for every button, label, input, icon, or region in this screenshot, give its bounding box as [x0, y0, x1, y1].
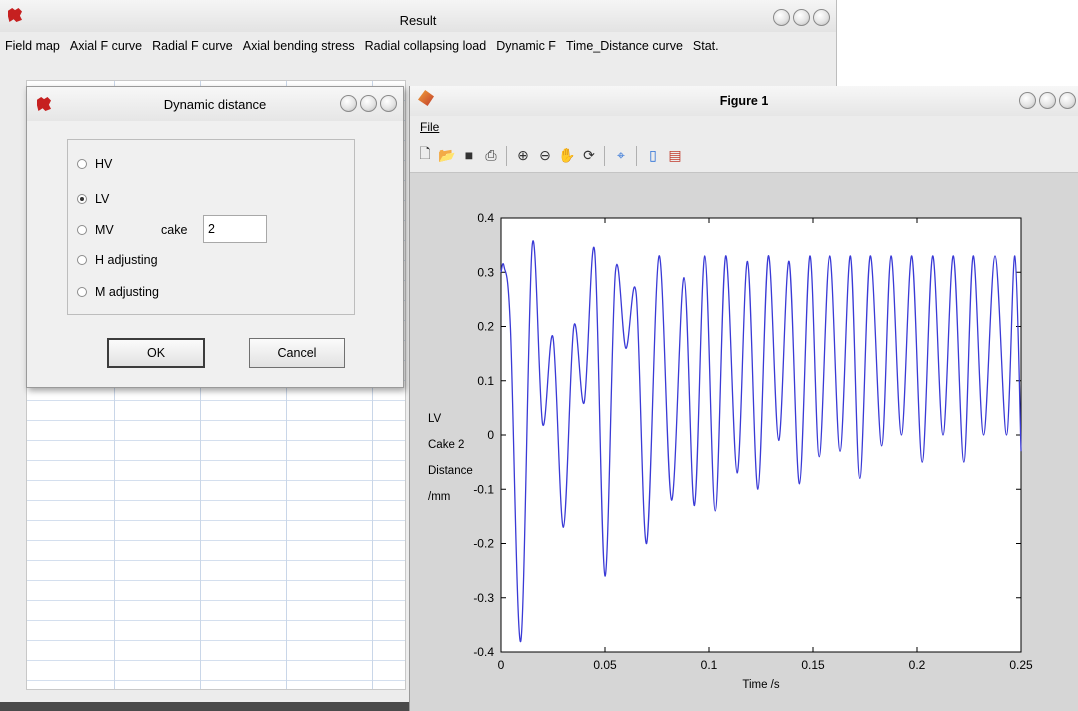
menu-field-map[interactable]: Field map: [5, 39, 60, 53]
open-folder-icon[interactable]: 📂: [438, 146, 456, 163]
radio-m-adjusting[interactable]: M adjusting: [77, 285, 159, 299]
dialog-app-icon: [37, 97, 51, 111]
zoom-out-icon[interactable]: ⊖: [539, 146, 551, 163]
x-tick-label: 0.15: [801, 658, 825, 672]
cake-input[interactable]: [203, 215, 267, 243]
x-tick-label: 0.2: [909, 658, 926, 672]
dialog-title: Dynamic distance: [163, 97, 267, 112]
y-tick-label: 0.4: [477, 211, 494, 225]
cake-label: cake: [161, 223, 188, 237]
legend-icon[interactable]: ▤: [668, 146, 682, 163]
y-axis-label-line: Cake 2: [428, 439, 464, 451]
data-cursor-icon[interactable]: ⌖: [617, 146, 625, 163]
y-tick-label: -0.1: [473, 482, 494, 496]
radio-button-icon[interactable]: [77, 159, 87, 169]
new-file-icon[interactable]: 🗋: [419, 145, 431, 161]
radio-hv-label: HV: [95, 157, 113, 171]
toolbar-separator: [506, 146, 507, 166]
voltage-option-group: [67, 139, 355, 315]
menu-time-distance-curve[interactable]: Time_Distance curve: [565, 39, 683, 53]
x-tick-label: 0.25: [1009, 658, 1033, 672]
minimize-icon[interactable]: [1019, 92, 1036, 109]
figure-titlebar[interactable]: Figure 1: [410, 86, 1078, 116]
plot-axes: 0 0.05 0.1 0.15 0.2 0.25 0.4 0.3 0.2 0.1 0 -0.1 -0.2…: [428, 211, 1033, 691]
y-tick-label: -0.4: [473, 645, 494, 659]
figure-toolbar: 🗋 📂 ■ ⎙ ⊕ ⊖ ✋ ⟳ ⌖ ▯ ▤: [410, 138, 1078, 173]
colorbar-icon[interactable]: ▯: [649, 146, 657, 163]
radio-lv[interactable]: LV: [77, 192, 109, 206]
menu-stat[interactable]: Stat.: [692, 39, 719, 53]
cancel-button[interactable]: Cancel: [249, 338, 345, 368]
y-axis-label-line: LV: [428, 413, 442, 425]
horizontal-scrollbar[interactable]: [0, 702, 412, 711]
figure-menubar: File: [410, 116, 1078, 138]
print-icon[interactable]: ⎙: [485, 146, 497, 163]
y-tick-label: 0.2: [477, 320, 494, 334]
dialog-window-controls: [340, 95, 397, 112]
dynamic-distance-dialog: Dynamic distance HV LV MV H adjusting M …: [26, 86, 404, 388]
radio-hv[interactable]: HV: [77, 157, 112, 171]
radio-mv[interactable]: MV: [77, 223, 114, 237]
y-axis-label-line: /mm: [428, 491, 450, 503]
y-tick-label: 0.3: [477, 265, 494, 279]
minimize-icon[interactable]: [773, 9, 790, 26]
close-icon[interactable]: [380, 95, 397, 112]
result-title: Result: [399, 13, 437, 28]
x-axis-label: Time /s: [742, 679, 780, 691]
menu-axial-f-curve[interactable]: Axial F curve: [69, 39, 143, 53]
ok-button[interactable]: OK: [107, 338, 205, 368]
figure-title: Figure 1: [719, 94, 769, 108]
y-tick-label: -0.3: [473, 591, 494, 605]
pan-hand-icon[interactable]: ✋: [558, 146, 576, 163]
save-icon[interactable]: ■: [464, 147, 474, 163]
radio-button-icon[interactable]: [77, 225, 87, 235]
maximize-icon[interactable]: [793, 9, 810, 26]
app-icon: [8, 8, 22, 22]
menu-radial-collapsing-load[interactable]: Radial collapsing load: [364, 39, 487, 53]
y-tick-label: 0.1: [477, 374, 494, 388]
radio-m-adjusting-label: M adjusting: [95, 285, 159, 299]
radio-button-icon[interactable]: [77, 287, 87, 297]
radio-button-icon[interactable]: [77, 194, 87, 204]
series-line-distance: [500, 240, 1022, 642]
toolbar-separator: [604, 146, 605, 166]
rotate-3d-icon[interactable]: ⟳: [583, 146, 595, 163]
figure-window-controls: [1019, 92, 1076, 109]
dialog-titlebar[interactable]: Dynamic distance: [27, 87, 403, 121]
x-tick-label: 0.05: [593, 658, 617, 672]
radio-h-adjusting-label: H adjusting: [95, 253, 158, 267]
menu-file[interactable]: File: [420, 120, 439, 134]
close-icon[interactable]: [1059, 92, 1076, 109]
zoom-in-icon[interactable]: ⊕: [517, 146, 529, 163]
radio-mv-label: MV: [95, 223, 114, 237]
x-tick-label: 0: [498, 658, 505, 672]
menu-file-label: File: [420, 120, 440, 134]
radio-button-icon[interactable]: [77, 255, 87, 265]
menu-axial-bending-stress[interactable]: Axial bending stress: [242, 39, 355, 53]
result-window-controls: [773, 9, 830, 26]
radio-lv-label: LV: [95, 192, 110, 206]
result-menubar: Field map Axial F curve Radial F curve A…: [0, 33, 836, 77]
close-icon[interactable]: [813, 9, 830, 26]
figure-window: Figure 1 File 🗋 📂 ■ ⎙ ⊕ ⊖ ✋ ⟳ ⌖ ▯ ▤ 0 0.0…: [409, 86, 1078, 711]
menu-radial-f-curve[interactable]: Radial F curve: [152, 39, 233, 53]
minimize-icon[interactable]: [340, 95, 357, 112]
maximize-icon[interactable]: [360, 95, 377, 112]
y-axis-label-line: Distance: [428, 465, 473, 477]
menu-dynamic-f[interactable]: Dynamic F: [496, 39, 556, 53]
result-titlebar[interactable]: Result: [0, 0, 836, 32]
x-tick-label: 0.1: [701, 658, 718, 672]
toolbar-separator: [636, 146, 637, 166]
radio-h-adjusting[interactable]: H adjusting: [77, 253, 158, 267]
y-tick-label: -0.2: [473, 537, 494, 551]
figure-canvas: 0 0.05 0.1 0.15 0.2 0.25 0.4 0.3 0.2 0.1 0 -0.1 -0.2…: [428, 211, 1033, 691]
y-tick-label: 0: [487, 428, 494, 442]
maximize-icon[interactable]: [1039, 92, 1056, 109]
